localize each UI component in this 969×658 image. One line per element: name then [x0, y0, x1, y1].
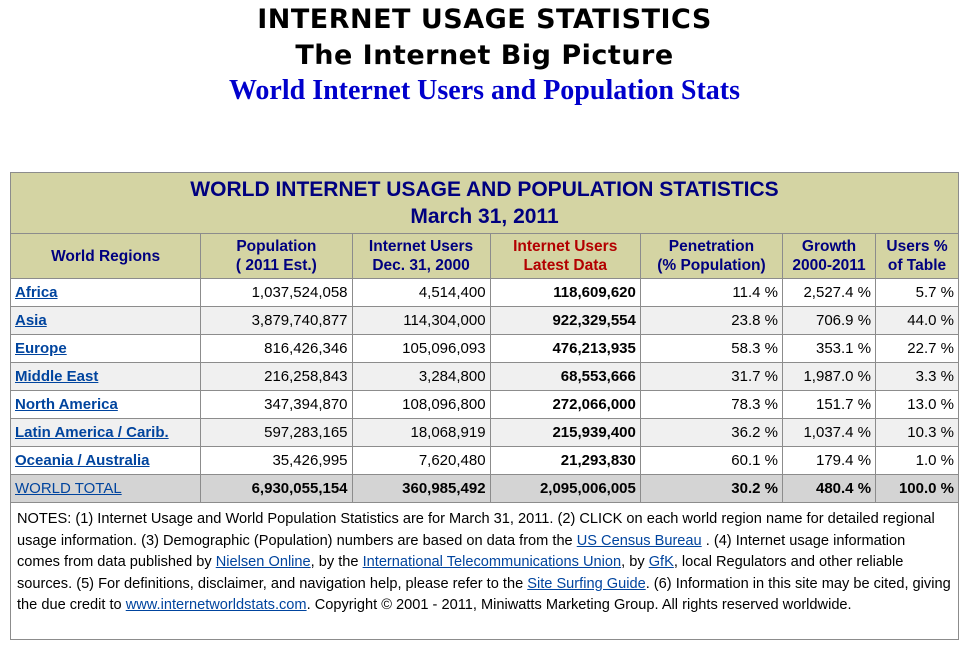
- link-gfk[interactable]: GfK: [648, 554, 674, 571]
- col-header-region: World Regions: [11, 234, 201, 278]
- cell-users-2000: 7,620,480: [352, 447, 490, 474]
- cell-penetration: 36.2 %: [640, 419, 782, 446]
- table-row: Asia 3,879,740,877 114,304,000 922,329,5…: [11, 307, 958, 334]
- cell-penetration: 31.7 %: [640, 363, 782, 390]
- cell-growth: 353.1 %: [783, 335, 876, 362]
- page-heading-tagline: World Internet Users and Population Stat…: [228, 75, 741, 106]
- table-date: March 31, 2011: [410, 205, 559, 228]
- col-header-users-latest: Internet Users Latest Data: [490, 234, 640, 278]
- region-link-europe[interactable]: Europe: [15, 340, 67, 357]
- cell-share: 5.7 %: [876, 279, 958, 306]
- cell-users-2000: 108,096,800: [352, 391, 490, 418]
- region-link-middle-east[interactable]: Middle East: [15, 368, 99, 385]
- cell-users-2000: 3,284,800: [352, 363, 490, 390]
- col-header-growth: Growth 2000-2011: [783, 234, 876, 278]
- cell-growth: 1,987.0 %: [783, 363, 876, 390]
- total-growth: 480.4 %: [783, 475, 876, 502]
- table-row: Latin America / Carib. 597,283,165 18,06…: [11, 419, 958, 446]
- link-nielsen-online[interactable]: Nielsen Online: [215, 554, 311, 571]
- cell-penetration: 58.3 %: [640, 335, 782, 362]
- region-link-latin-america[interactable]: Latin America / Carib.: [15, 424, 169, 441]
- cell-share: 13.0 %: [876, 391, 958, 418]
- cell-population: 3,879,740,877: [201, 307, 352, 334]
- cell-share: 1.0 %: [876, 447, 958, 474]
- col-header-users-2000: Internet Users Dec. 31, 2000: [352, 234, 490, 278]
- table-title: WORLD INTERNET USAGE AND POPULATION STAT…: [11, 173, 958, 233]
- cell-growth: 179.4 %: [783, 447, 876, 474]
- table-title-text: WORLD INTERNET USAGE AND POPULATION STAT…: [190, 178, 779, 201]
- cell-share: 44.0 %: [876, 307, 958, 334]
- cell-penetration: 23.8 %: [640, 307, 782, 334]
- table-row: Africa 1,037,524,058 4,514,400 118,609,6…: [11, 279, 958, 306]
- cell-penetration: 60.1 %: [640, 447, 782, 474]
- cell-penetration: 78.3 %: [640, 391, 782, 418]
- cell-users-latest: 922,329,554: [490, 307, 640, 334]
- cell-population: 35,426,995: [201, 447, 352, 474]
- col-header-share: Users % of Table: [876, 234, 958, 278]
- table-row: North America 347,394,870 108,096,800 27…: [11, 391, 958, 418]
- cell-growth: 2,527.4 %: [783, 279, 876, 306]
- total-row: WORLD TOTAL 6,930,055,154 360,985,492 2,…: [11, 475, 958, 502]
- link-us-census-bureau[interactable]: US Census Bureau: [576, 532, 702, 549]
- cell-users-2000: 4,514,400: [352, 279, 490, 306]
- column-header-row: World Regions Population( 2011 Est.) Int…: [11, 234, 958, 278]
- cell-users-2000: 114,304,000: [352, 307, 490, 334]
- cell-users-latest: 215,939,400: [490, 419, 640, 446]
- total-users-2000: 360,985,492: [352, 475, 490, 502]
- cell-users-latest: 118,609,620: [490, 279, 640, 306]
- cell-growth: 151.7 %: [783, 391, 876, 418]
- total-population: 6,930,055,154: [201, 475, 352, 502]
- notes-block: NOTES: (1) Internet Usage and World Popu…: [11, 503, 958, 639]
- cell-share: 10.3 %: [876, 419, 958, 446]
- page-heading-sub: The Internet Big Picture: [295, 40, 674, 71]
- cell-users-latest: 476,213,935: [490, 335, 640, 362]
- link-itu[interactable]: International Telecommunications Union: [362, 554, 622, 571]
- cell-users-2000: 105,096,093: [352, 335, 490, 362]
- cell-population: 347,394,870: [201, 391, 352, 418]
- region-link-north-america[interactable]: North America: [15, 396, 118, 413]
- cell-users-latest: 68,553,666: [490, 363, 640, 390]
- cell-users-latest: 21,293,830: [490, 447, 640, 474]
- cell-population: 1,037,524,058: [201, 279, 352, 306]
- cell-users-latest: 272,066,000: [490, 391, 640, 418]
- total-penetration: 30.2 %: [640, 475, 782, 502]
- region-link-oceania[interactable]: Oceania / Australia: [15, 452, 150, 469]
- table-row: Middle East 216,258,843 3,284,800 68,553…: [11, 363, 958, 390]
- region-link-asia[interactable]: Asia: [15, 312, 47, 329]
- cell-penetration: 11.4 %: [640, 279, 782, 306]
- world-internet-stats-table: WORLD INTERNET USAGE AND POPULATION STAT…: [10, 172, 959, 640]
- col-header-penetration: Penetration (% Population): [640, 234, 782, 278]
- cell-growth: 1,037.4 %: [783, 419, 876, 446]
- link-site-surfing-guide[interactable]: Site Surfing Guide: [527, 575, 646, 592]
- total-users-latest: 2,095,006,005: [490, 475, 640, 502]
- cell-population: 816,426,346: [201, 335, 352, 362]
- cell-population: 216,258,843: [201, 363, 352, 390]
- link-internetworldstats[interactable]: www.internetworldstats.com: [125, 597, 307, 614]
- total-share: 100.0 %: [876, 475, 958, 502]
- world-total-link[interactable]: WORLD TOTAL: [15, 480, 122, 497]
- cell-growth: 706.9 %: [783, 307, 876, 334]
- col-header-population: Population( 2011 Est.): [201, 234, 352, 278]
- page-heading-main: INTERNET USAGE STATISTICS: [257, 4, 712, 35]
- cell-population: 597,283,165: [201, 419, 352, 446]
- region-link-africa[interactable]: Africa: [15, 284, 58, 301]
- cell-share: 3.3 %: [876, 363, 958, 390]
- table-row: Europe 816,426,346 105,096,093 476,213,9…: [11, 335, 958, 362]
- cell-users-2000: 18,068,919: [352, 419, 490, 446]
- cell-share: 22.7 %: [876, 335, 958, 362]
- table-row: Oceania / Australia 35,426,995 7,620,480…: [11, 447, 958, 474]
